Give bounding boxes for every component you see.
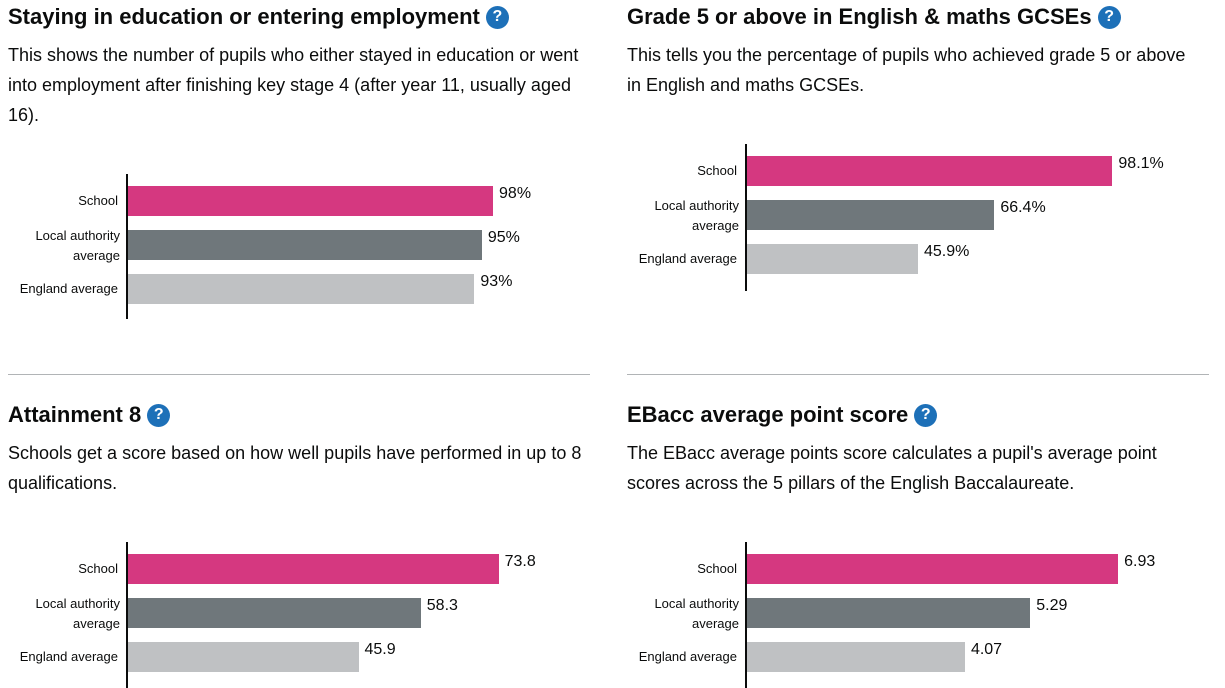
panel-title: Staying in education or entering employm… — [8, 1, 590, 33]
category-label: Local authority average — [654, 198, 739, 233]
question-mark-icon[interactable]: ? — [147, 403, 171, 427]
question-mark-icon[interactable]: ? — [1097, 5, 1121, 29]
category-label: England average — [638, 251, 737, 266]
value-label: 6.93 — [1124, 553, 1156, 570]
chart-axis-line — [745, 144, 747, 291]
category-label: School — [78, 561, 118, 576]
bar-england — [128, 274, 475, 304]
value-label: 95% — [487, 229, 520, 246]
value-label: 98% — [499, 185, 532, 202]
value-label: 4.07 — [970, 641, 1003, 658]
bar-local-authority — [747, 598, 1031, 628]
panel-staying-in-education: Staying in education or entering employm… — [8, 0, 590, 319]
bar-chart-staying: School 98% Local authority average 95% Engla… — [8, 174, 590, 319]
value-label: 66.4% — [1000, 199, 1046, 216]
panel-description: The EBacc average points score calculate… — [627, 443, 1157, 493]
panel-title: Attainment 8 ? — [8, 399, 590, 431]
panel-ebacc: EBacc average point score ? The EBacc av… — [627, 374, 1209, 688]
category-label: England average — [638, 649, 737, 664]
bar-local-authority — [128, 598, 421, 628]
bar-england — [128, 642, 359, 672]
chart-axis-line — [126, 174, 128, 319]
panel-title: EBacc average point score ? — [627, 399, 1209, 431]
bar-chart-grade5: School 98.1% Local authority average 66.4% E… — [627, 144, 1209, 291]
value-label: 45.9% — [923, 243, 970, 260]
panel-title-text: Grade 5 or above in English & maths GCSE… — [627, 4, 1092, 29]
bar-school — [128, 186, 494, 216]
category-label: Local authority average — [35, 596, 120, 631]
value-label: 93% — [480, 273, 513, 290]
bar-local-authority — [128, 230, 482, 260]
panel-title-text: Staying in education or entering employm… — [8, 4, 480, 29]
category-label: Local authority average — [35, 228, 120, 263]
category-label: England average — [19, 281, 118, 296]
bar-england — [747, 642, 965, 672]
bar-school — [747, 554, 1119, 584]
panel-title: Grade 5 or above in English & maths GCSE… — [627, 1, 1209, 33]
bar-local-authority — [747, 200, 995, 230]
bar-school — [128, 554, 499, 584]
bar-chart-ebacc: School 6.93 Local authority average 5.29 Eng… — [627, 542, 1209, 688]
value-label: 5.29 — [1036, 597, 1068, 614]
bar-england — [747, 244, 918, 274]
category-label: England average — [19, 649, 118, 664]
panel-description: Schools get a score based on how well pu… — [8, 443, 582, 493]
category-label: School — [78, 193, 118, 208]
chart-axis-line — [126, 542, 128, 688]
panel-title-text: Attainment 8 — [8, 402, 142, 427]
category-label: School — [697, 561, 737, 576]
value-label: 45.9 — [364, 641, 396, 658]
question-mark-icon[interactable]: ? — [485, 5, 509, 29]
value-label: 98.1% — [1118, 155, 1164, 172]
panel-description: This shows the number of pupils who eith… — [8, 45, 579, 125]
category-label: School — [697, 163, 737, 178]
bar-school — [747, 156, 1113, 186]
panel-attainment8: Attainment 8 ? Schools get a score based… — [8, 374, 590, 688]
panel-description: This tells you the percentage of pupils … — [627, 45, 1186, 95]
panel-title-text: EBacc average point score — [627, 402, 909, 427]
value-label: 73.8 — [504, 553, 536, 570]
bar-chart-attainment8: School 73.8 Local authority average 58.3 Eng… — [8, 542, 590, 688]
category-label: Local authority average — [654, 596, 739, 631]
question-mark-icon[interactable]: ? — [914, 403, 938, 427]
chart-axis-line — [745, 542, 747, 688]
value-label: 58.3 — [426, 597, 458, 614]
panel-grade5-english-maths: Grade 5 or above in English & maths GCSE… — [627, 0, 1209, 291]
